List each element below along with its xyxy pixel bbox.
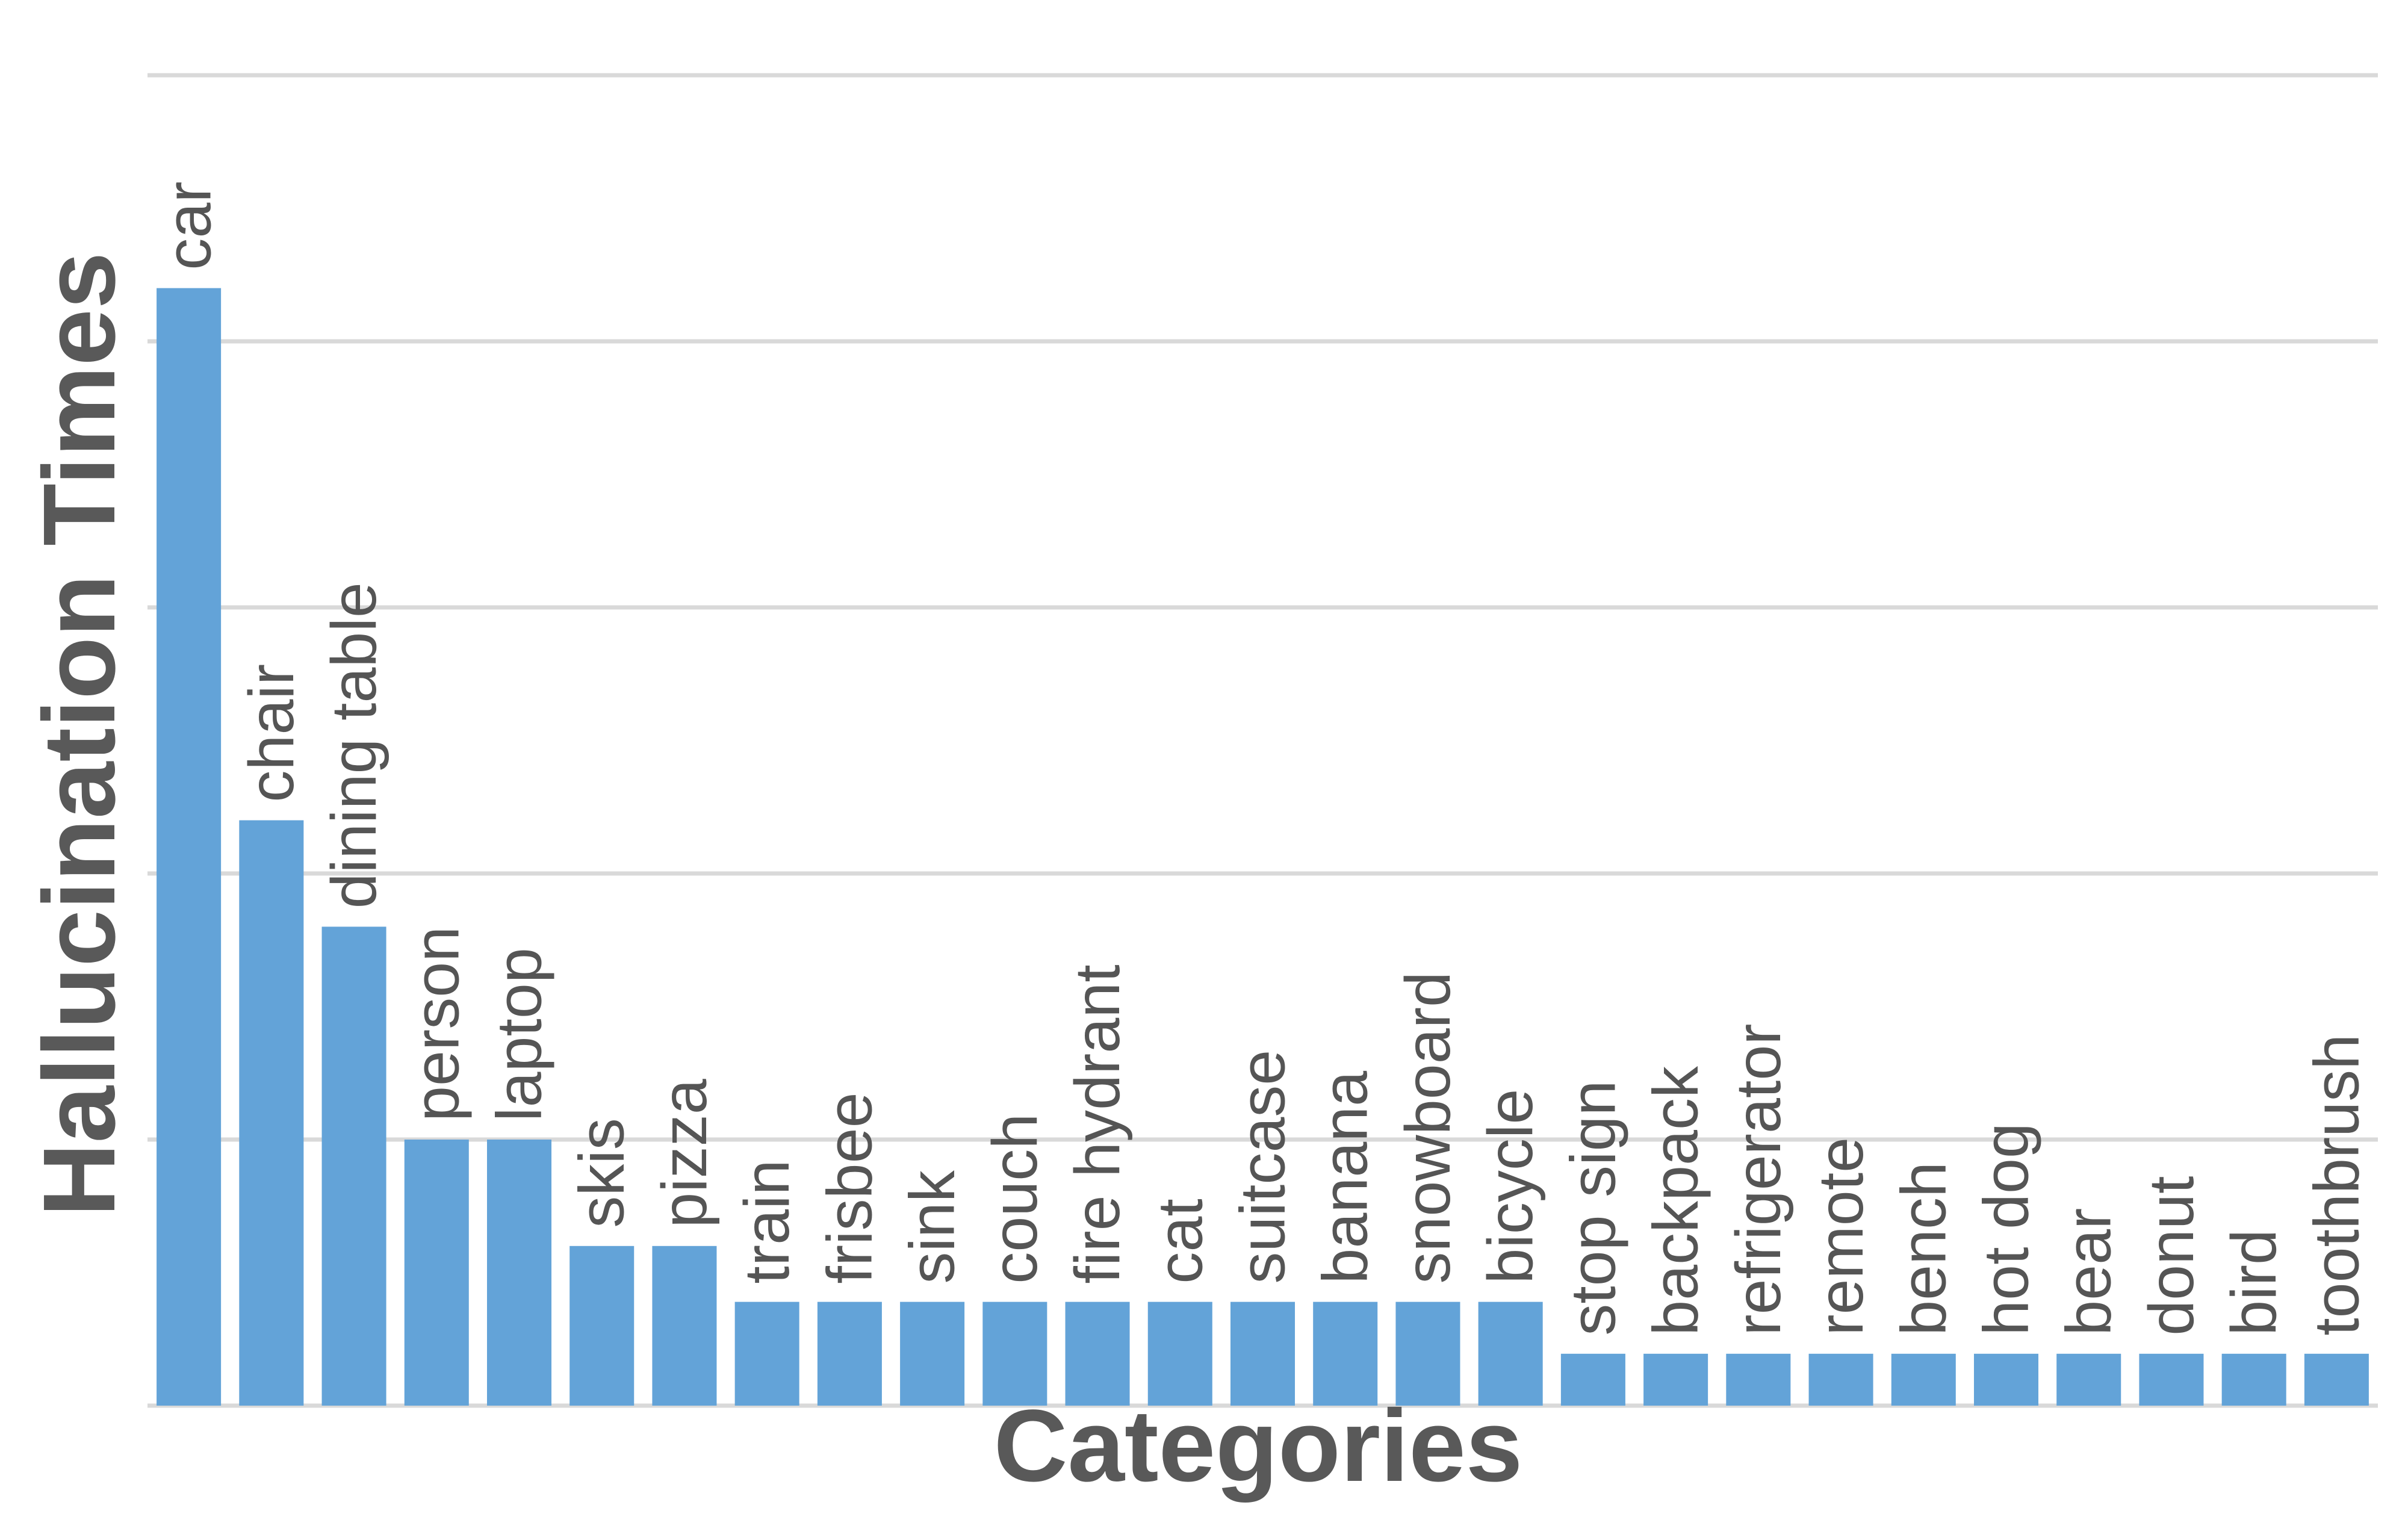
bar-pizza — [652, 1246, 717, 1406]
bar-chair — [239, 820, 304, 1406]
label-bear: bear — [2053, 1208, 2124, 1336]
label-refrigerator: refrigerator — [1723, 1023, 1794, 1335]
bar-laptop — [486, 1140, 552, 1406]
bar-bird — [2221, 1353, 2286, 1406]
bar-bear — [2056, 1353, 2121, 1406]
label-frisbee: frisbee — [814, 1092, 885, 1283]
bar-bench — [1891, 1353, 1956, 1406]
label-fire-hydrant: fire hydrant — [1062, 964, 1133, 1283]
label-suitcase: suitcase — [1227, 1050, 1299, 1284]
label-train: train — [731, 1159, 802, 1283]
bar-suitcase — [1230, 1301, 1296, 1406]
bar-toothbrush — [2304, 1353, 2369, 1406]
bar-snowboard — [1395, 1301, 1460, 1406]
label-hot-dog: hot dog — [1971, 1123, 2042, 1336]
bars — [157, 288, 2369, 1406]
label-bird: bird — [2218, 1229, 2289, 1336]
x-axis-title: Categories — [994, 1389, 1523, 1503]
label-pizza: pizza — [649, 1079, 720, 1228]
label-sink: sink — [897, 1170, 968, 1284]
label-laptop: laptop — [484, 948, 555, 1121]
bar-stop-sign — [1560, 1353, 1625, 1406]
label-dining-table: dining table — [318, 582, 389, 908]
bar-cat — [1147, 1301, 1212, 1406]
label-snowboard: snowboard — [1392, 972, 1463, 1284]
y-axis-title: Hallucination Times — [22, 252, 137, 1217]
label-car: car — [154, 181, 225, 270]
label-bench: bench — [1888, 1162, 1959, 1336]
label-person: person — [401, 926, 472, 1121]
bar-sink — [900, 1301, 965, 1406]
bar-bicycle — [1478, 1301, 1543, 1406]
bar-donut — [2139, 1353, 2204, 1406]
label-backpack: backpack — [1640, 1066, 1711, 1336]
bar-dining-table — [321, 926, 386, 1406]
label-cat: cat — [1144, 1199, 1215, 1283]
bar-banana — [1313, 1301, 1378, 1406]
label-skis: skis — [566, 1118, 638, 1228]
label-chair: chair — [236, 664, 307, 802]
label-banana: banana — [1310, 1071, 1381, 1284]
bar-backpack — [1643, 1353, 1708, 1406]
bar-car — [157, 288, 222, 1406]
bar-remote — [1808, 1353, 1873, 1406]
label-bicycle: bicycle — [1475, 1089, 1546, 1284]
bar-refrigerator — [1726, 1353, 1791, 1406]
label-couch: couch — [979, 1114, 1050, 1284]
bar-hot-dog — [1973, 1353, 2039, 1406]
label-donut: donut — [2136, 1176, 2207, 1336]
bar-couch — [982, 1301, 1047, 1406]
bar-frisbee — [817, 1301, 882, 1406]
label-toothbrush: toothbrush — [2301, 1034, 2372, 1336]
bar-train — [734, 1301, 799, 1406]
bar-skis — [569, 1246, 635, 1406]
bar-person — [404, 1140, 469, 1406]
bar-fire-hydrant — [1065, 1301, 1130, 1406]
label-stop-sign: stop sign — [1557, 1081, 1628, 1336]
label-remote: remote — [1805, 1137, 1876, 1336]
